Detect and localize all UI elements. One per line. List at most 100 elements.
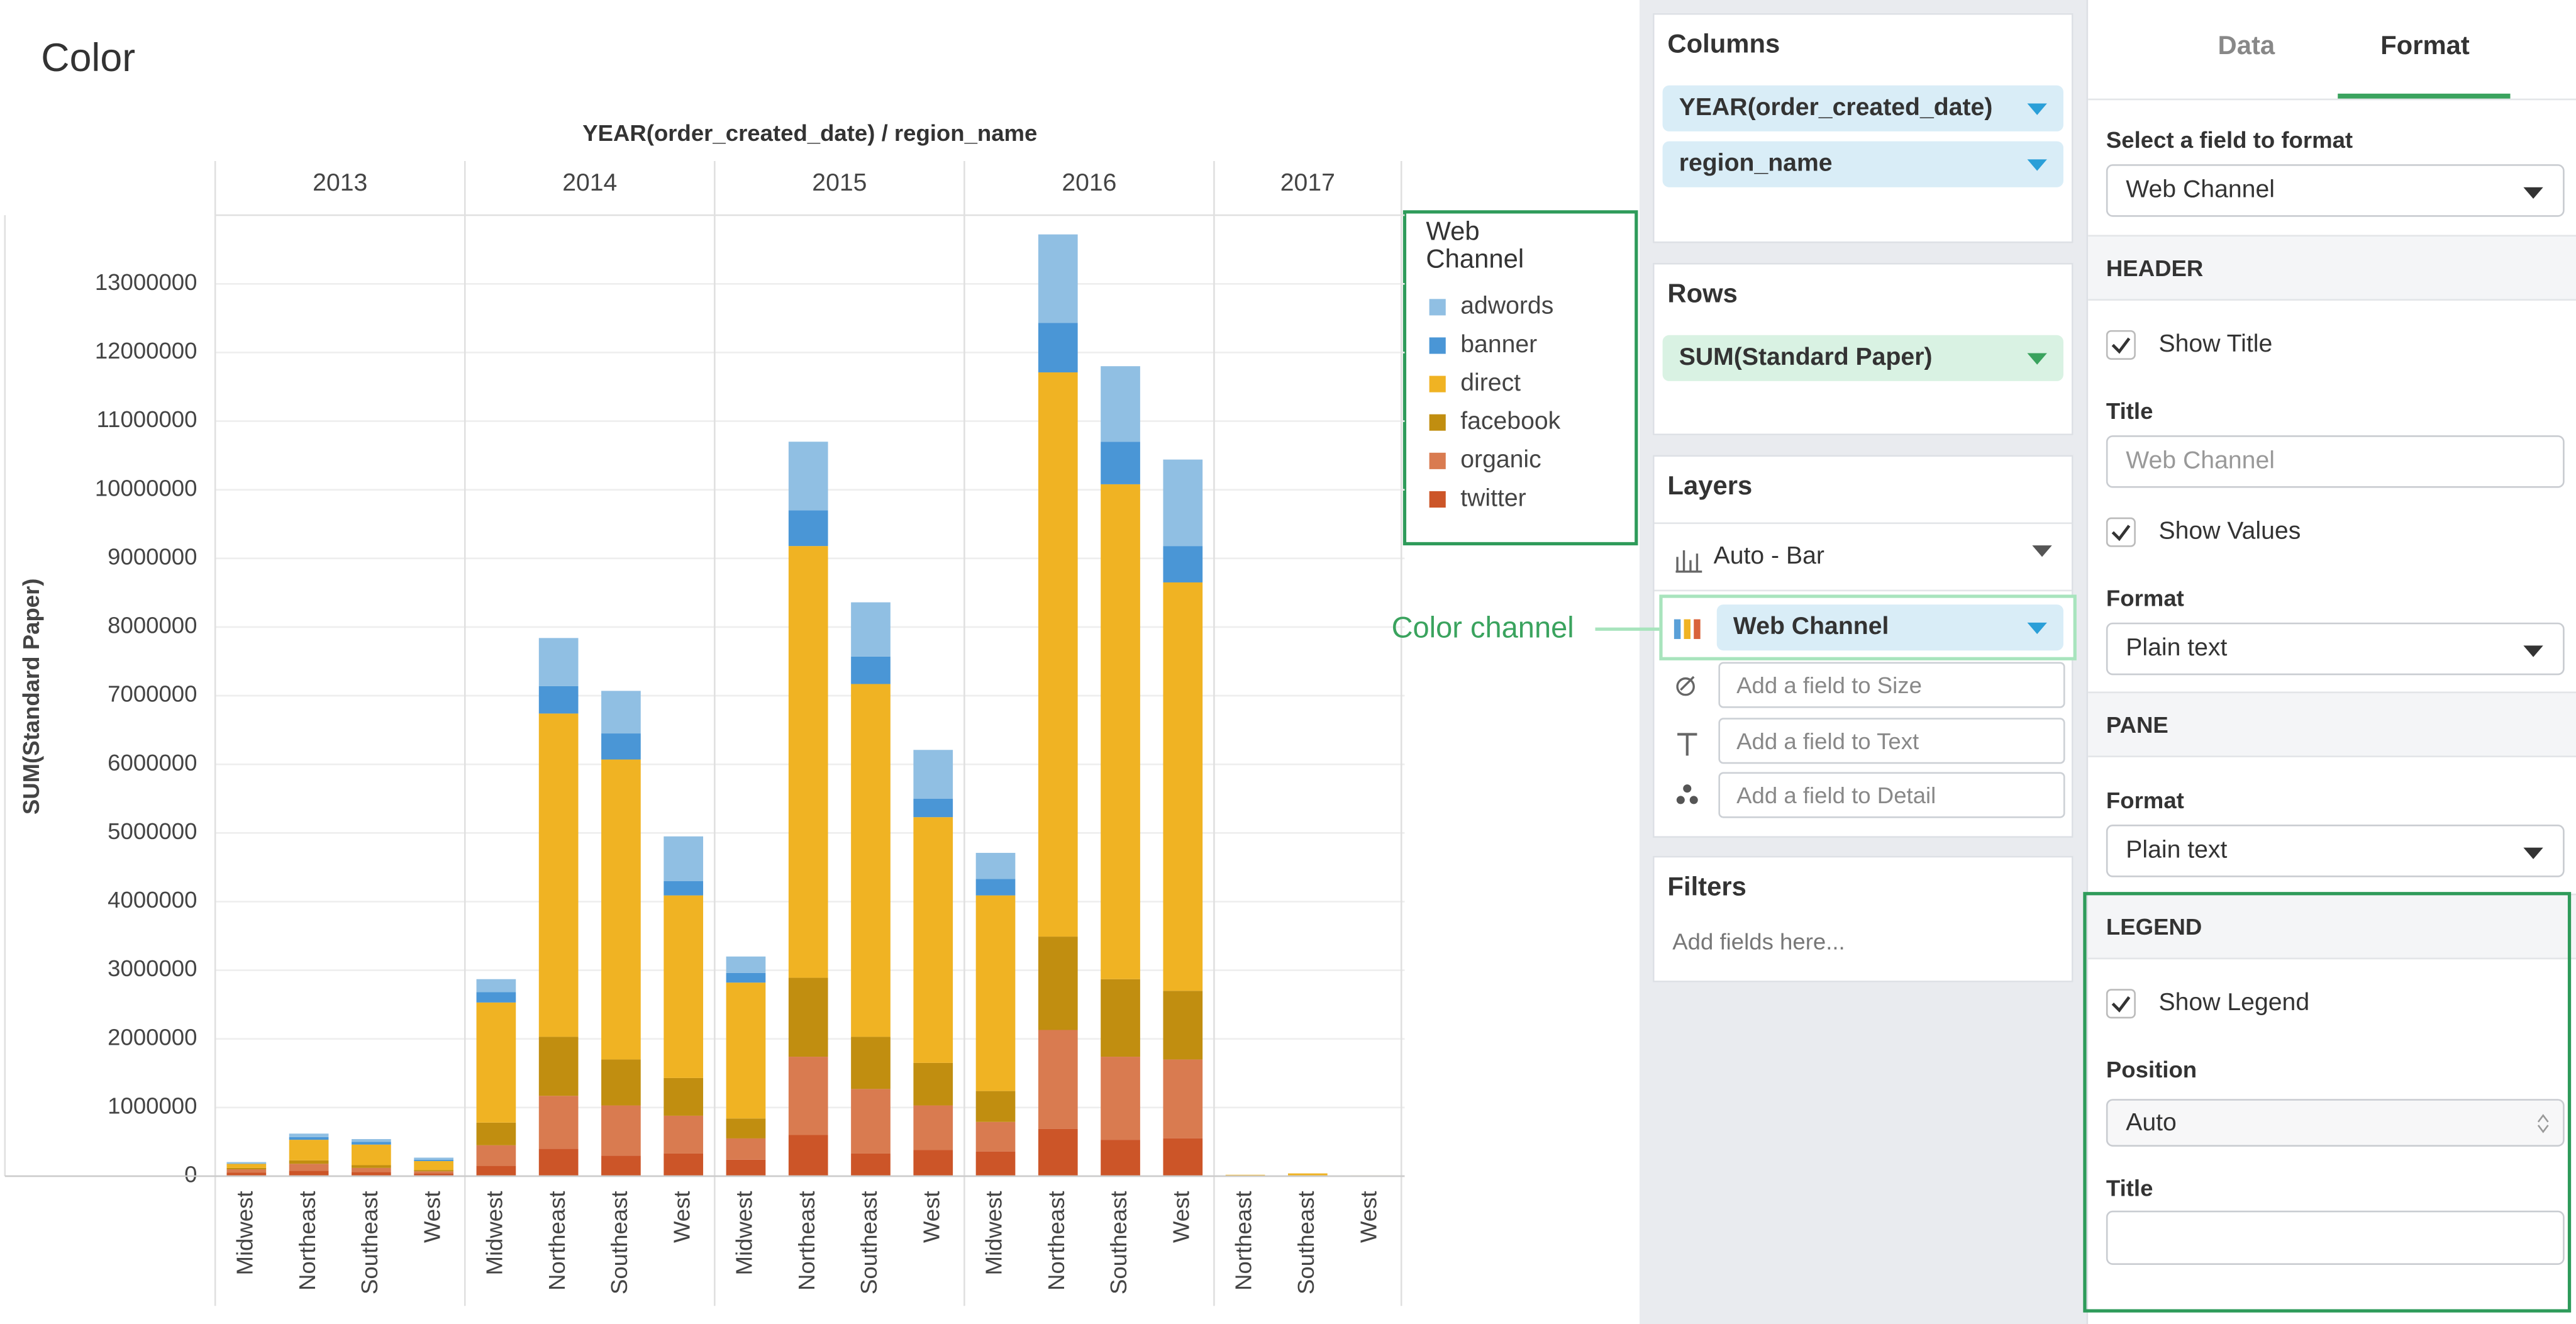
columns-title: Columns [1667, 31, 1780, 61]
facet-label: 2015 [812, 169, 867, 196]
bar-segment [289, 1160, 329, 1164]
bar-segment [726, 1160, 766, 1176]
tab-active[interactable]: Format [2380, 33, 2470, 62]
bar-segment [663, 1154, 703, 1176]
size-drop[interactable]: Add a field to Size [1718, 662, 2065, 708]
y-axis-title: SUM(Standard Paper) [18, 579, 44, 815]
text-input[interactable]: Web Channel [2106, 435, 2565, 488]
detail-drop[interactable]: Add a field to Detail [1718, 772, 2065, 818]
legend-swatch [1430, 491, 1446, 508]
facet-label: 2014 [562, 169, 617, 196]
bar-segment [1163, 460, 1202, 547]
checkbox[interactable] [2106, 330, 2136, 360]
select-caret [2523, 645, 2543, 657]
bar-segment [851, 684, 891, 1037]
bar-segment [226, 1164, 266, 1168]
x-tick-label: Southeast [606, 1191, 632, 1294]
select-caret [2523, 187, 2543, 199]
bar-segment [913, 817, 953, 1063]
tab[interactable]: Data [2218, 33, 2275, 62]
bar-segment [289, 1133, 329, 1137]
bar-segment [414, 1161, 453, 1170]
bar-segment [789, 1057, 828, 1135]
row-pill[interactable]: SUM(Standard Paper) [1663, 335, 2063, 381]
x-tick-label: Midwest [231, 1191, 257, 1275]
bar-segment [477, 1145, 516, 1166]
bar-segment [477, 1003, 516, 1123]
bar-segment [1101, 1057, 1140, 1140]
field-value: Web Channel [2126, 175, 2275, 203]
checkbox[interactable] [2106, 518, 2136, 547]
x-tick-label: Northeast [544, 1191, 570, 1290]
legend-swatch [1430, 337, 1446, 353]
bar-segment [851, 1154, 891, 1176]
bar-segment [976, 896, 1016, 1091]
bar-segment [1038, 235, 1078, 323]
text-drop[interactable]: Add a field to Text [1718, 718, 2065, 764]
bar-segment [601, 691, 641, 733]
bar-segment [477, 992, 516, 1002]
x-tick-label: Northeast [794, 1191, 819, 1290]
bar-segment [289, 1140, 329, 1160]
bar-segment [226, 1168, 266, 1169]
field-label: Select a field to format [2106, 126, 2353, 153]
checkbox-label: Show Title [2158, 330, 2272, 358]
section-title: HEADER [2106, 255, 2203, 281]
bar-segment [1163, 582, 1202, 991]
rows-card: Rows SUM(Standard Paper) [1653, 263, 2074, 435]
mark-type: Auto - Bar [1714, 542, 1824, 570]
field-label: Format [2106, 787, 2184, 813]
bar-segment [1163, 1059, 1202, 1138]
filters-title: Filters [1667, 874, 1746, 903]
color-icon [1672, 618, 1702, 641]
bar-segment [1163, 546, 1202, 582]
y-tick-label: 0 [184, 1162, 197, 1188]
bar-segment [289, 1164, 329, 1171]
y-tick-label: 4000000 [108, 887, 197, 913]
column-field: region_name [1679, 150, 1833, 177]
bar-segment [477, 979, 516, 993]
x-tick-label: West [1355, 1191, 1381, 1243]
legend-label: banner [1460, 331, 1537, 358]
bar-segment [1101, 366, 1140, 442]
x-tick-label: Northeast [1231, 1191, 1257, 1290]
bar-segment [352, 1139, 391, 1142]
field-select[interactable]: Web Channel [2106, 164, 2565, 217]
bar-segment [352, 1142, 391, 1144]
bar-segment [1101, 1140, 1140, 1176]
bar-segment [601, 1106, 641, 1156]
bar-segment [851, 603, 891, 657]
bar-segment [1038, 323, 1078, 372]
mark-type-select[interactable]: Auto - Bar [1655, 523, 2072, 592]
row-field: SUM(Standard Paper) [1679, 343, 1933, 371]
y-tick-label: 10000000 [95, 475, 197, 501]
select-value: Plain text [2126, 634, 2227, 662]
field-label: Format [2106, 585, 2184, 611]
chart-title: Color [41, 36, 135, 80]
y-tick-label: 2000000 [108, 1024, 197, 1050]
legend-label: direct [1460, 369, 1521, 396]
bar-icon [1674, 543, 1704, 573]
bar-segment [1038, 1129, 1078, 1176]
bar-segment [414, 1171, 453, 1173]
bar-segment [976, 1091, 1016, 1122]
bar-segment [663, 1078, 703, 1116]
channel-icons [1674, 670, 1704, 818]
color-pill[interactable]: Web Channel [1717, 604, 2063, 650]
check-icon [2108, 332, 2135, 359]
bar-segment [539, 1096, 579, 1149]
y-tick-label: 7000000 [108, 681, 197, 707]
color-channel-highlight: Web Channel [1659, 594, 2077, 660]
legend-swatch [1430, 453, 1446, 469]
column-pill[interactable]: YEAR(order_created_date) [1663, 86, 2063, 131]
format-select[interactable]: Plain text [2106, 825, 2565, 877]
section-header: PANE [2088, 692, 2576, 757]
column-pill[interactable]: region_name [1663, 142, 2063, 187]
bar-segment [414, 1170, 453, 1171]
x-tick-label: Northeast [1043, 1191, 1069, 1290]
format-select[interactable]: Plain text [2106, 623, 2565, 676]
rows-title: Rows [1667, 281, 1737, 311]
facet-label: 2016 [1062, 169, 1116, 196]
bar-segment [352, 1168, 391, 1172]
